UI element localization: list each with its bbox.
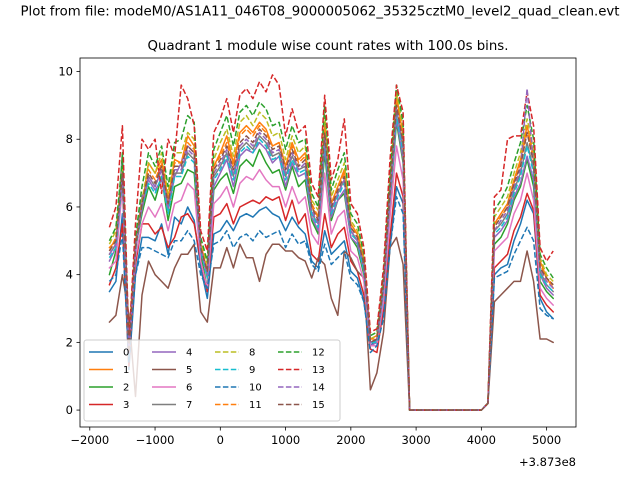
x-tick-label: 1000 <box>271 433 300 447</box>
legend-box <box>83 339 341 422</box>
legend-label-0: 0 <box>123 348 129 359</box>
legend-label-13: 13 <box>312 365 325 376</box>
y-tick-label: 2 <box>66 335 73 349</box>
series-line-13 <box>108 74 554 411</box>
x-tick-label: −2000 <box>70 433 109 447</box>
x-tick-label: 2000 <box>336 433 365 447</box>
y-axis: 0 2 4 6 8 10 <box>58 65 80 417</box>
legend-label-12: 12 <box>312 348 325 359</box>
legend-label-15: 15 <box>312 400 325 411</box>
x-tick-label: 3000 <box>401 433 430 447</box>
chart-title: Quadrant 1 module wise count rates with … <box>148 39 509 54</box>
legend-label-3: 3 <box>123 400 129 411</box>
series-layer <box>108 74 554 411</box>
y-tick-label: 8 <box>66 132 73 146</box>
y-tick-label: 0 <box>66 403 73 417</box>
legend-label-14: 14 <box>312 383 325 394</box>
y-tick-label: 4 <box>66 268 73 282</box>
legend-label-1: 1 <box>123 365 129 376</box>
figure-suptitle: Plot from file: modeM0/AS1A11_046T08_900… <box>21 5 620 20</box>
legend-label-5: 5 <box>186 365 192 376</box>
x-tick-label: 0 <box>217 433 224 447</box>
legend-label-4: 4 <box>186 348 192 359</box>
series-line-15 <box>108 104 554 411</box>
x-tick-label: 5000 <box>532 433 561 447</box>
legend-label-11: 11 <box>249 400 262 411</box>
y-tick-label: 10 <box>58 65 73 79</box>
legend-label-6: 6 <box>186 383 192 394</box>
x-tick-label: 4000 <box>467 433 496 447</box>
legend-label-7: 7 <box>186 400 192 411</box>
x-axis: −2000 −1000 0 1000 2000 3000 4000 5000 <box>70 427 561 447</box>
x-axis-offset-label: +3.873e8 <box>519 455 576 469</box>
series-line-9 <box>108 114 554 411</box>
legend-label-8: 8 <box>249 348 255 359</box>
legend-label-9: 9 <box>249 365 255 376</box>
x-tick-label: −1000 <box>136 433 175 447</box>
series-line-14 <box>108 87 554 411</box>
legend-label-2: 2 <box>123 383 129 394</box>
legend-label-10: 10 <box>249 383 262 394</box>
y-tick-label: 6 <box>66 200 73 214</box>
plot-frame <box>79 57 577 428</box>
